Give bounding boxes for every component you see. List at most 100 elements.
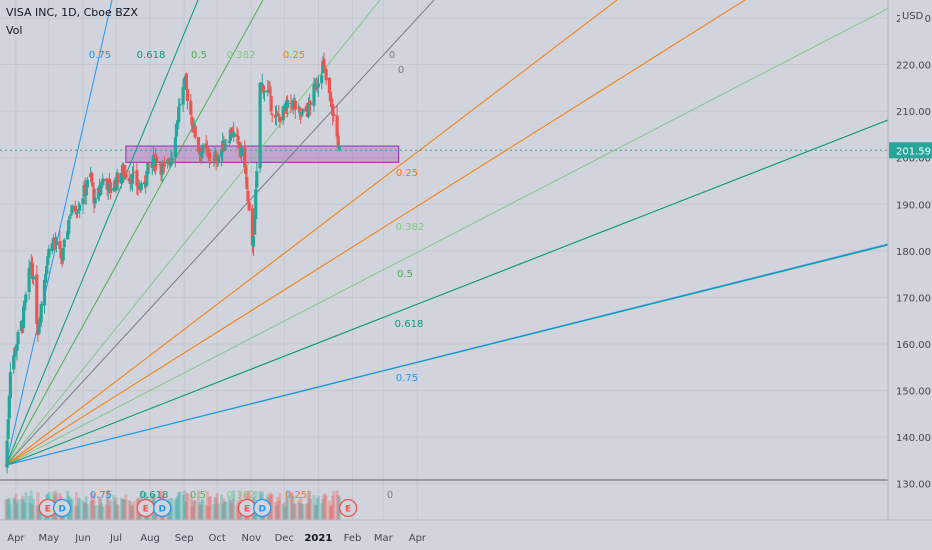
price-tick-label: 180.00 [896, 247, 931, 258]
candle-body [162, 163, 166, 167]
volume-bar [322, 494, 326, 520]
volume-bar [301, 504, 305, 520]
volume-bar [73, 506, 77, 520]
volume-bar [189, 494, 193, 520]
fib-label-top: 0.382 [227, 50, 256, 61]
candle-body [245, 176, 249, 189]
earnings-marker-letter: E [143, 505, 149, 515]
volume-bar [182, 490, 186, 520]
candle-body [158, 163, 162, 166]
fib-label-top: 0.618 [137, 50, 166, 61]
volume-bar [206, 506, 210, 520]
candle-body [8, 372, 12, 399]
volume-bar [5, 499, 9, 520]
candle-body [170, 158, 174, 161]
candle-body [184, 73, 188, 87]
candle-body [69, 213, 73, 216]
volume-bar [208, 497, 211, 520]
price-tick-label: 170.00 [896, 293, 931, 304]
fib-label-lower: 0.382 [396, 222, 425, 233]
fib-label-bottom: 0.75 [90, 490, 112, 501]
volume-bar [107, 506, 111, 520]
candle-body [155, 156, 159, 163]
volume-bar [201, 499, 205, 520]
volume-bar [105, 490, 109, 520]
candle-body [55, 241, 59, 246]
volume-bar [213, 497, 217, 520]
volume-bar [6, 498, 10, 520]
candle-body [96, 188, 100, 199]
volume-bar [323, 493, 327, 520]
time-tick-label: Dec [275, 533, 294, 544]
candle-body [309, 102, 313, 105]
candle-body [244, 165, 248, 175]
volume-bar [77, 497, 81, 520]
time-tick-label: Feb [344, 533, 362, 544]
volume-bar [221, 503, 225, 520]
candle-body [327, 77, 331, 94]
candle-body [189, 100, 193, 115]
volume-bar [23, 502, 27, 520]
volume-bar [204, 504, 208, 520]
fib-label-bottom: 0.5 [190, 490, 206, 501]
fib-label-top: 0 [398, 65, 404, 76]
volume-bar [330, 504, 334, 520]
volume-bar [183, 501, 187, 520]
candle-body [59, 251, 63, 259]
candle-body [93, 197, 97, 204]
volume-bar [78, 498, 82, 520]
candle-body [167, 161, 171, 163]
volume-bar [98, 496, 101, 520]
volume-bar [32, 498, 35, 520]
volume-bar [312, 494, 316, 520]
volume-bar [228, 500, 232, 520]
volume-bar [281, 503, 285, 520]
volume-bar [184, 493, 188, 520]
volume-bar [131, 505, 134, 520]
candle-body [291, 100, 295, 107]
candle-body [320, 75, 324, 84]
volume-bar [316, 495, 320, 520]
volume-bar [8, 504, 12, 520]
candle-body [73, 205, 77, 212]
volume-bar [29, 490, 33, 520]
volume-bar [22, 499, 26, 520]
volume-bar [81, 500, 85, 520]
volume-bar [127, 499, 131, 520]
candle-body [269, 95, 273, 112]
candle-body [293, 100, 297, 110]
candle-body [308, 101, 312, 104]
volume-bar [115, 504, 119, 520]
fan-line-lower [5, 0, 746, 466]
candle-body [190, 116, 194, 126]
candle-body [92, 188, 96, 204]
candle-body [108, 182, 113, 194]
volume-bar [83, 501, 87, 520]
candle-body [130, 173, 135, 184]
candle-body [182, 79, 186, 91]
dividend-marker [153, 498, 172, 518]
candle-body [259, 82, 263, 86]
volume-bar [186, 493, 189, 520]
time-tick-label: 2021 [304, 533, 332, 544]
candle-body [214, 153, 218, 164]
candle-body [216, 156, 220, 163]
candle-body [337, 145, 341, 151]
fan-line-lower [5, 243, 889, 466]
candle-body [5, 440, 9, 468]
volume-bar [222, 498, 226, 520]
candle-body [185, 89, 190, 102]
fan-line-upper [5, 0, 435, 466]
volume-bar [116, 504, 120, 520]
time-axis-bg [0, 520, 932, 550]
candle-body [173, 137, 177, 158]
volume-bar [197, 490, 200, 520]
volume-bar [299, 496, 303, 520]
candle-body [181, 87, 185, 105]
candle-body [31, 276, 36, 280]
support-zone [0, 145, 888, 163]
candle-body [81, 198, 85, 205]
candle-body [150, 163, 154, 168]
